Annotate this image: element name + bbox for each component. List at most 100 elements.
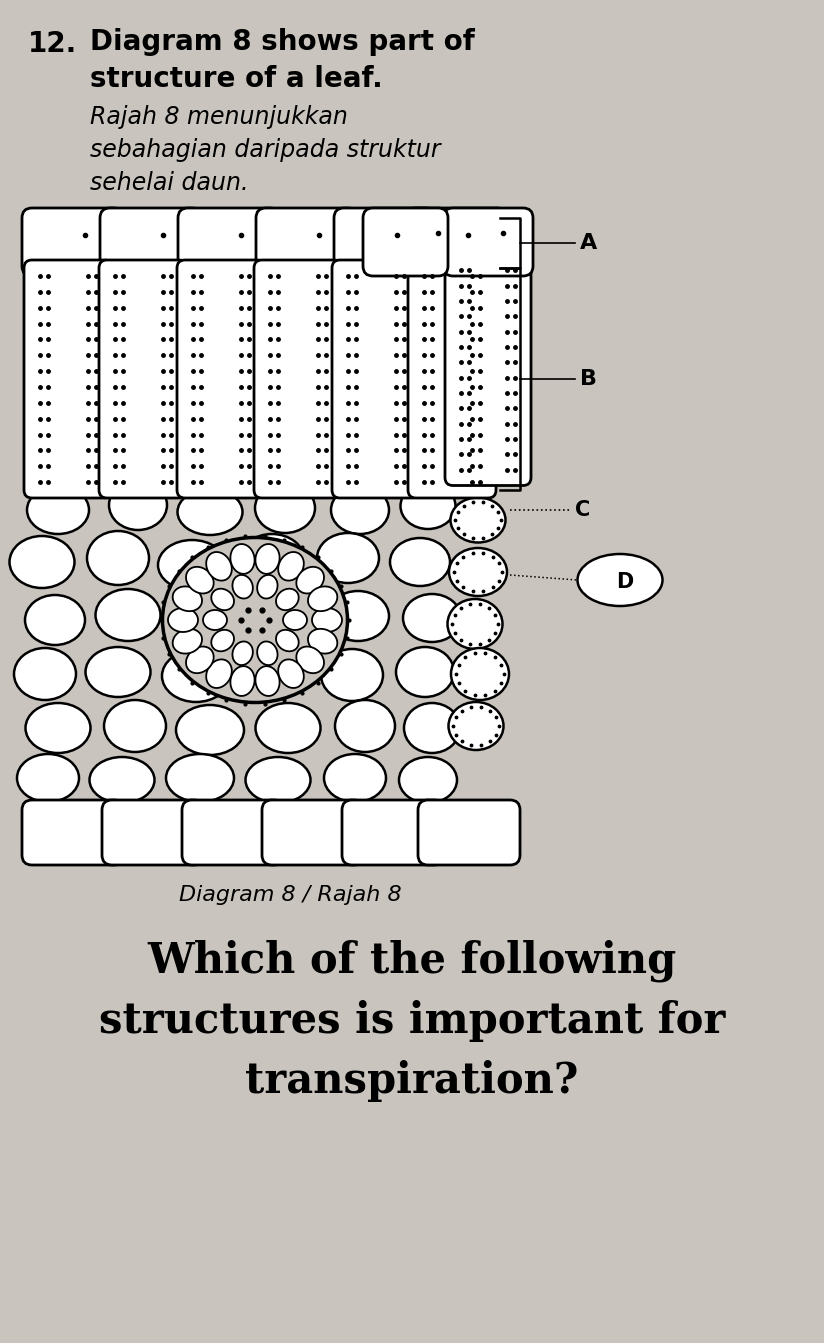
FancyBboxPatch shape bbox=[22, 208, 124, 277]
FancyBboxPatch shape bbox=[177, 261, 265, 498]
Ellipse shape bbox=[449, 548, 507, 596]
Ellipse shape bbox=[257, 575, 278, 599]
FancyBboxPatch shape bbox=[254, 261, 342, 498]
Text: B: B bbox=[580, 369, 597, 389]
Ellipse shape bbox=[283, 610, 307, 630]
Ellipse shape bbox=[403, 594, 461, 642]
Ellipse shape bbox=[276, 630, 299, 651]
Ellipse shape bbox=[246, 757, 311, 803]
Ellipse shape bbox=[173, 587, 202, 611]
Text: Diagram 8 shows part of: Diagram 8 shows part of bbox=[90, 28, 475, 56]
Ellipse shape bbox=[400, 483, 456, 529]
Text: A: A bbox=[580, 232, 597, 252]
Ellipse shape bbox=[279, 552, 304, 580]
Ellipse shape bbox=[14, 649, 76, 700]
FancyBboxPatch shape bbox=[178, 208, 280, 277]
Ellipse shape bbox=[231, 544, 255, 573]
Ellipse shape bbox=[166, 753, 234, 802]
Ellipse shape bbox=[171, 594, 239, 643]
Ellipse shape bbox=[232, 575, 253, 599]
Text: D: D bbox=[616, 572, 634, 592]
Ellipse shape bbox=[186, 567, 213, 594]
Ellipse shape bbox=[25, 595, 85, 645]
Ellipse shape bbox=[451, 649, 509, 700]
Ellipse shape bbox=[162, 537, 348, 702]
Ellipse shape bbox=[399, 757, 457, 803]
Ellipse shape bbox=[308, 587, 337, 611]
Ellipse shape bbox=[390, 539, 450, 586]
Ellipse shape bbox=[451, 497, 505, 543]
Ellipse shape bbox=[324, 753, 386, 802]
FancyBboxPatch shape bbox=[405, 208, 507, 277]
FancyBboxPatch shape bbox=[334, 208, 436, 277]
Ellipse shape bbox=[173, 629, 202, 654]
Ellipse shape bbox=[578, 555, 662, 606]
Ellipse shape bbox=[158, 540, 226, 590]
Ellipse shape bbox=[231, 666, 255, 696]
Ellipse shape bbox=[206, 552, 232, 580]
Ellipse shape bbox=[203, 610, 227, 630]
Ellipse shape bbox=[211, 588, 234, 610]
FancyBboxPatch shape bbox=[262, 800, 364, 865]
FancyBboxPatch shape bbox=[99, 261, 187, 498]
FancyBboxPatch shape bbox=[445, 255, 531, 486]
Ellipse shape bbox=[26, 702, 91, 753]
Ellipse shape bbox=[176, 705, 244, 755]
FancyBboxPatch shape bbox=[100, 208, 202, 277]
Ellipse shape bbox=[255, 666, 279, 696]
Ellipse shape bbox=[404, 702, 460, 753]
FancyBboxPatch shape bbox=[182, 800, 284, 865]
Ellipse shape bbox=[327, 591, 389, 641]
Ellipse shape bbox=[255, 483, 315, 533]
Ellipse shape bbox=[90, 757, 154, 803]
Ellipse shape bbox=[186, 646, 213, 673]
Text: Diagram 8 / Rajah 8: Diagram 8 / Rajah 8 bbox=[179, 885, 401, 905]
Ellipse shape bbox=[255, 702, 321, 753]
Ellipse shape bbox=[396, 647, 454, 697]
Ellipse shape bbox=[206, 659, 232, 688]
Ellipse shape bbox=[109, 479, 167, 530]
Ellipse shape bbox=[177, 489, 242, 535]
Ellipse shape bbox=[86, 647, 151, 697]
FancyBboxPatch shape bbox=[102, 800, 204, 865]
Text: C: C bbox=[575, 500, 590, 520]
Ellipse shape bbox=[257, 642, 278, 665]
FancyBboxPatch shape bbox=[408, 261, 496, 498]
Text: Rajah 8 menunjukkan: Rajah 8 menunjukkan bbox=[90, 105, 348, 129]
Ellipse shape bbox=[335, 700, 395, 752]
Ellipse shape bbox=[240, 535, 305, 586]
Ellipse shape bbox=[96, 590, 161, 641]
FancyBboxPatch shape bbox=[24, 261, 112, 498]
Ellipse shape bbox=[297, 567, 324, 594]
Ellipse shape bbox=[321, 649, 383, 701]
Ellipse shape bbox=[241, 649, 307, 698]
Ellipse shape bbox=[279, 659, 304, 688]
Ellipse shape bbox=[232, 642, 253, 665]
Text: structures is important for: structures is important for bbox=[99, 1001, 725, 1042]
Ellipse shape bbox=[448, 702, 503, 749]
FancyBboxPatch shape bbox=[342, 800, 444, 865]
Text: sehelai daun.: sehelai daun. bbox=[90, 171, 249, 195]
Ellipse shape bbox=[312, 608, 342, 633]
Ellipse shape bbox=[87, 530, 149, 586]
FancyBboxPatch shape bbox=[332, 261, 420, 498]
Ellipse shape bbox=[211, 630, 234, 651]
FancyBboxPatch shape bbox=[363, 208, 448, 277]
Ellipse shape bbox=[308, 629, 337, 654]
FancyBboxPatch shape bbox=[418, 800, 520, 865]
Ellipse shape bbox=[168, 608, 198, 633]
Ellipse shape bbox=[10, 536, 74, 588]
Ellipse shape bbox=[276, 588, 299, 610]
Ellipse shape bbox=[317, 533, 379, 583]
Ellipse shape bbox=[297, 646, 324, 673]
FancyBboxPatch shape bbox=[256, 208, 358, 277]
Ellipse shape bbox=[27, 486, 89, 535]
Text: Which of the following: Which of the following bbox=[147, 940, 677, 983]
Text: structure of a leaf.: structure of a leaf. bbox=[90, 64, 383, 93]
Text: 12.: 12. bbox=[28, 30, 77, 58]
Ellipse shape bbox=[104, 700, 166, 752]
Ellipse shape bbox=[17, 753, 79, 802]
Ellipse shape bbox=[250, 594, 315, 646]
Text: transpiration?: transpiration? bbox=[246, 1060, 578, 1103]
Text: sebahagian daripada struktur: sebahagian daripada struktur bbox=[90, 138, 441, 163]
